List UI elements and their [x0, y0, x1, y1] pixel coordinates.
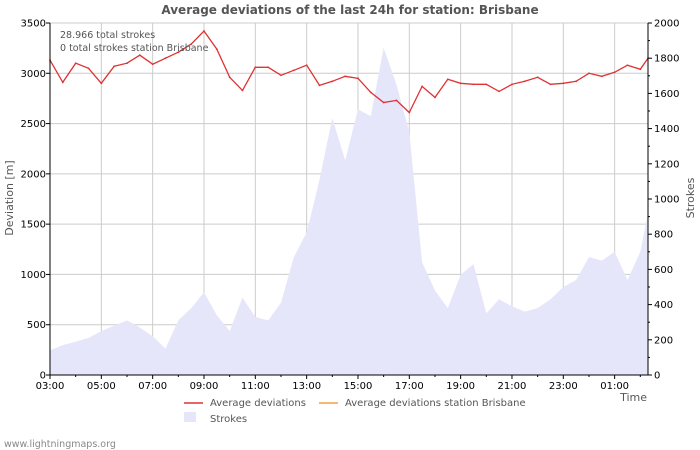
y2-tick-label: 1400	[654, 124, 679, 135]
average-deviations-point	[600, 75, 603, 78]
x-tick-label: 09:00	[190, 381, 219, 392]
average-deviations-point	[203, 30, 205, 32]
average-deviations-point	[639, 68, 642, 71]
average-deviations-point	[536, 76, 539, 79]
average-deviations-point	[421, 85, 424, 88]
y2-axis-label: Strokes	[684, 177, 697, 218]
deviation-line-layer	[49, 29, 649, 114]
average-deviations-point	[588, 72, 590, 75]
average-deviations-point	[215, 48, 218, 51]
legend-label-average-deviations-station: Average deviations station Brisbane	[345, 398, 526, 409]
left-y-tick-labels: 0 500 1000 1500 2000 2500 3000 3500	[21, 19, 46, 382]
average-deviations-point	[305, 64, 308, 67]
x-tick-labels: 03:00 05:00 07:00 09:00 11:00 13:00 15:00 17:00…	[36, 381, 629, 392]
average-deviations-point	[626, 64, 629, 67]
y2-tick-label: 600	[654, 265, 673, 276]
y-tick-label: 1500	[21, 220, 46, 231]
chart-title: Average deviations of the last 24h for s…	[161, 3, 538, 17]
y2-tick-label: 1600	[654, 89, 679, 100]
y-tick-label: 0	[40, 371, 46, 382]
average-deviations-point	[74, 62, 77, 65]
average-deviations-point	[126, 62, 128, 65]
legend: Average deviations Average deviations st…	[184, 398, 526, 425]
y2-tick-label: 1200	[654, 159, 679, 170]
annotation-station-strokes: 0 total strokes station Brisbane	[60, 43, 209, 54]
average-deviations-point	[498, 90, 501, 93]
average-deviations-point	[331, 80, 334, 83]
average-deviations-point	[113, 65, 116, 68]
average-deviations-point	[446, 78, 449, 81]
average-deviations-point	[87, 67, 90, 70]
y2-tick-label: 0	[654, 371, 660, 382]
y2-tick-label: 2000	[654, 19, 679, 30]
average-deviations-point	[523, 80, 526, 83]
y-tick-label: 3000	[21, 69, 46, 80]
average-deviations-point	[151, 63, 154, 66]
y-tick-label: 2000	[21, 169, 46, 180]
average-deviations-point	[344, 75, 347, 78]
average-deviations-line	[49, 29, 649, 114]
y-tick-label: 3500	[21, 19, 46, 30]
average-deviations-point	[562, 82, 565, 85]
average-deviations-point	[511, 83, 513, 86]
x-tick-label: 03:00	[36, 381, 65, 392]
strokes-area	[50, 47, 648, 375]
annotation-total-strokes: 28.966 total strokes	[60, 30, 155, 41]
average-deviations-point	[549, 83, 552, 86]
y2-tick-label: 200	[654, 335, 673, 346]
x-axis-label: Time	[619, 391, 647, 404]
right-y-tick-labels: 0 200 400 600 800 1000 1200 1400 1600 1800 2000	[654, 19, 679, 382]
average-deviations-point	[228, 76, 231, 79]
legend-swatch-strokes	[184, 412, 196, 422]
x-tick-label: 01:00	[600, 381, 629, 392]
x-tick-label: 21:00	[498, 381, 527, 392]
y-tick-label: 500	[27, 320, 46, 331]
average-deviations-point	[382, 101, 385, 104]
x-tick-label: 23:00	[549, 381, 578, 392]
average-deviations-point	[177, 51, 180, 54]
x-tick-label: 13:00	[292, 381, 321, 392]
average-deviations-point	[280, 74, 282, 77]
footer-credit: www.lightningmaps.org	[4, 439, 116, 450]
average-deviations-point	[395, 99, 398, 102]
average-deviations-point	[190, 43, 193, 46]
average-deviations-point	[472, 83, 475, 86]
average-deviations-point	[434, 96, 436, 99]
average-deviations-point	[100, 82, 103, 85]
y2-tick-label: 400	[654, 300, 673, 311]
legend-label-strokes: Strokes	[210, 414, 247, 425]
average-deviations-point	[408, 111, 411, 114]
y2-tick-label: 1800	[654, 54, 679, 65]
average-deviations-point	[357, 77, 359, 80]
average-deviations-point	[613, 71, 616, 74]
average-deviations-point	[459, 82, 462, 85]
average-deviations-point	[254, 66, 257, 69]
x-tick-label: 19:00	[446, 381, 475, 392]
average-deviations-point	[318, 84, 321, 87]
x-tick-label: 05:00	[87, 381, 116, 392]
axes	[46, 22, 652, 379]
average-deviations-point	[241, 89, 244, 92]
average-deviations-point	[164, 57, 167, 60]
average-deviations-point	[138, 54, 141, 57]
average-deviations-point	[575, 80, 578, 83]
x-tick-label: 15:00	[344, 381, 373, 392]
average-deviations-point	[292, 69, 295, 72]
y2-tick-label: 1000	[654, 195, 679, 206]
average-deviations-point	[369, 91, 372, 94]
average-deviations-point	[267, 66, 270, 69]
average-deviations-point	[61, 81, 64, 84]
x-tick-label: 17:00	[395, 381, 424, 392]
y-tick-label: 1000	[21, 270, 46, 281]
y-tick-label: 2500	[21, 119, 46, 130]
legend-label-average-deviations: Average deviations	[210, 398, 306, 409]
x-tick-label: 07:00	[138, 381, 167, 392]
x-tick-label: 11:00	[241, 381, 270, 392]
strokes-area-layer	[50, 47, 648, 375]
y-axis-label: Deviation [m]	[3, 160, 16, 235]
y2-tick-label: 800	[654, 230, 673, 241]
average-deviations-point	[485, 83, 488, 86]
